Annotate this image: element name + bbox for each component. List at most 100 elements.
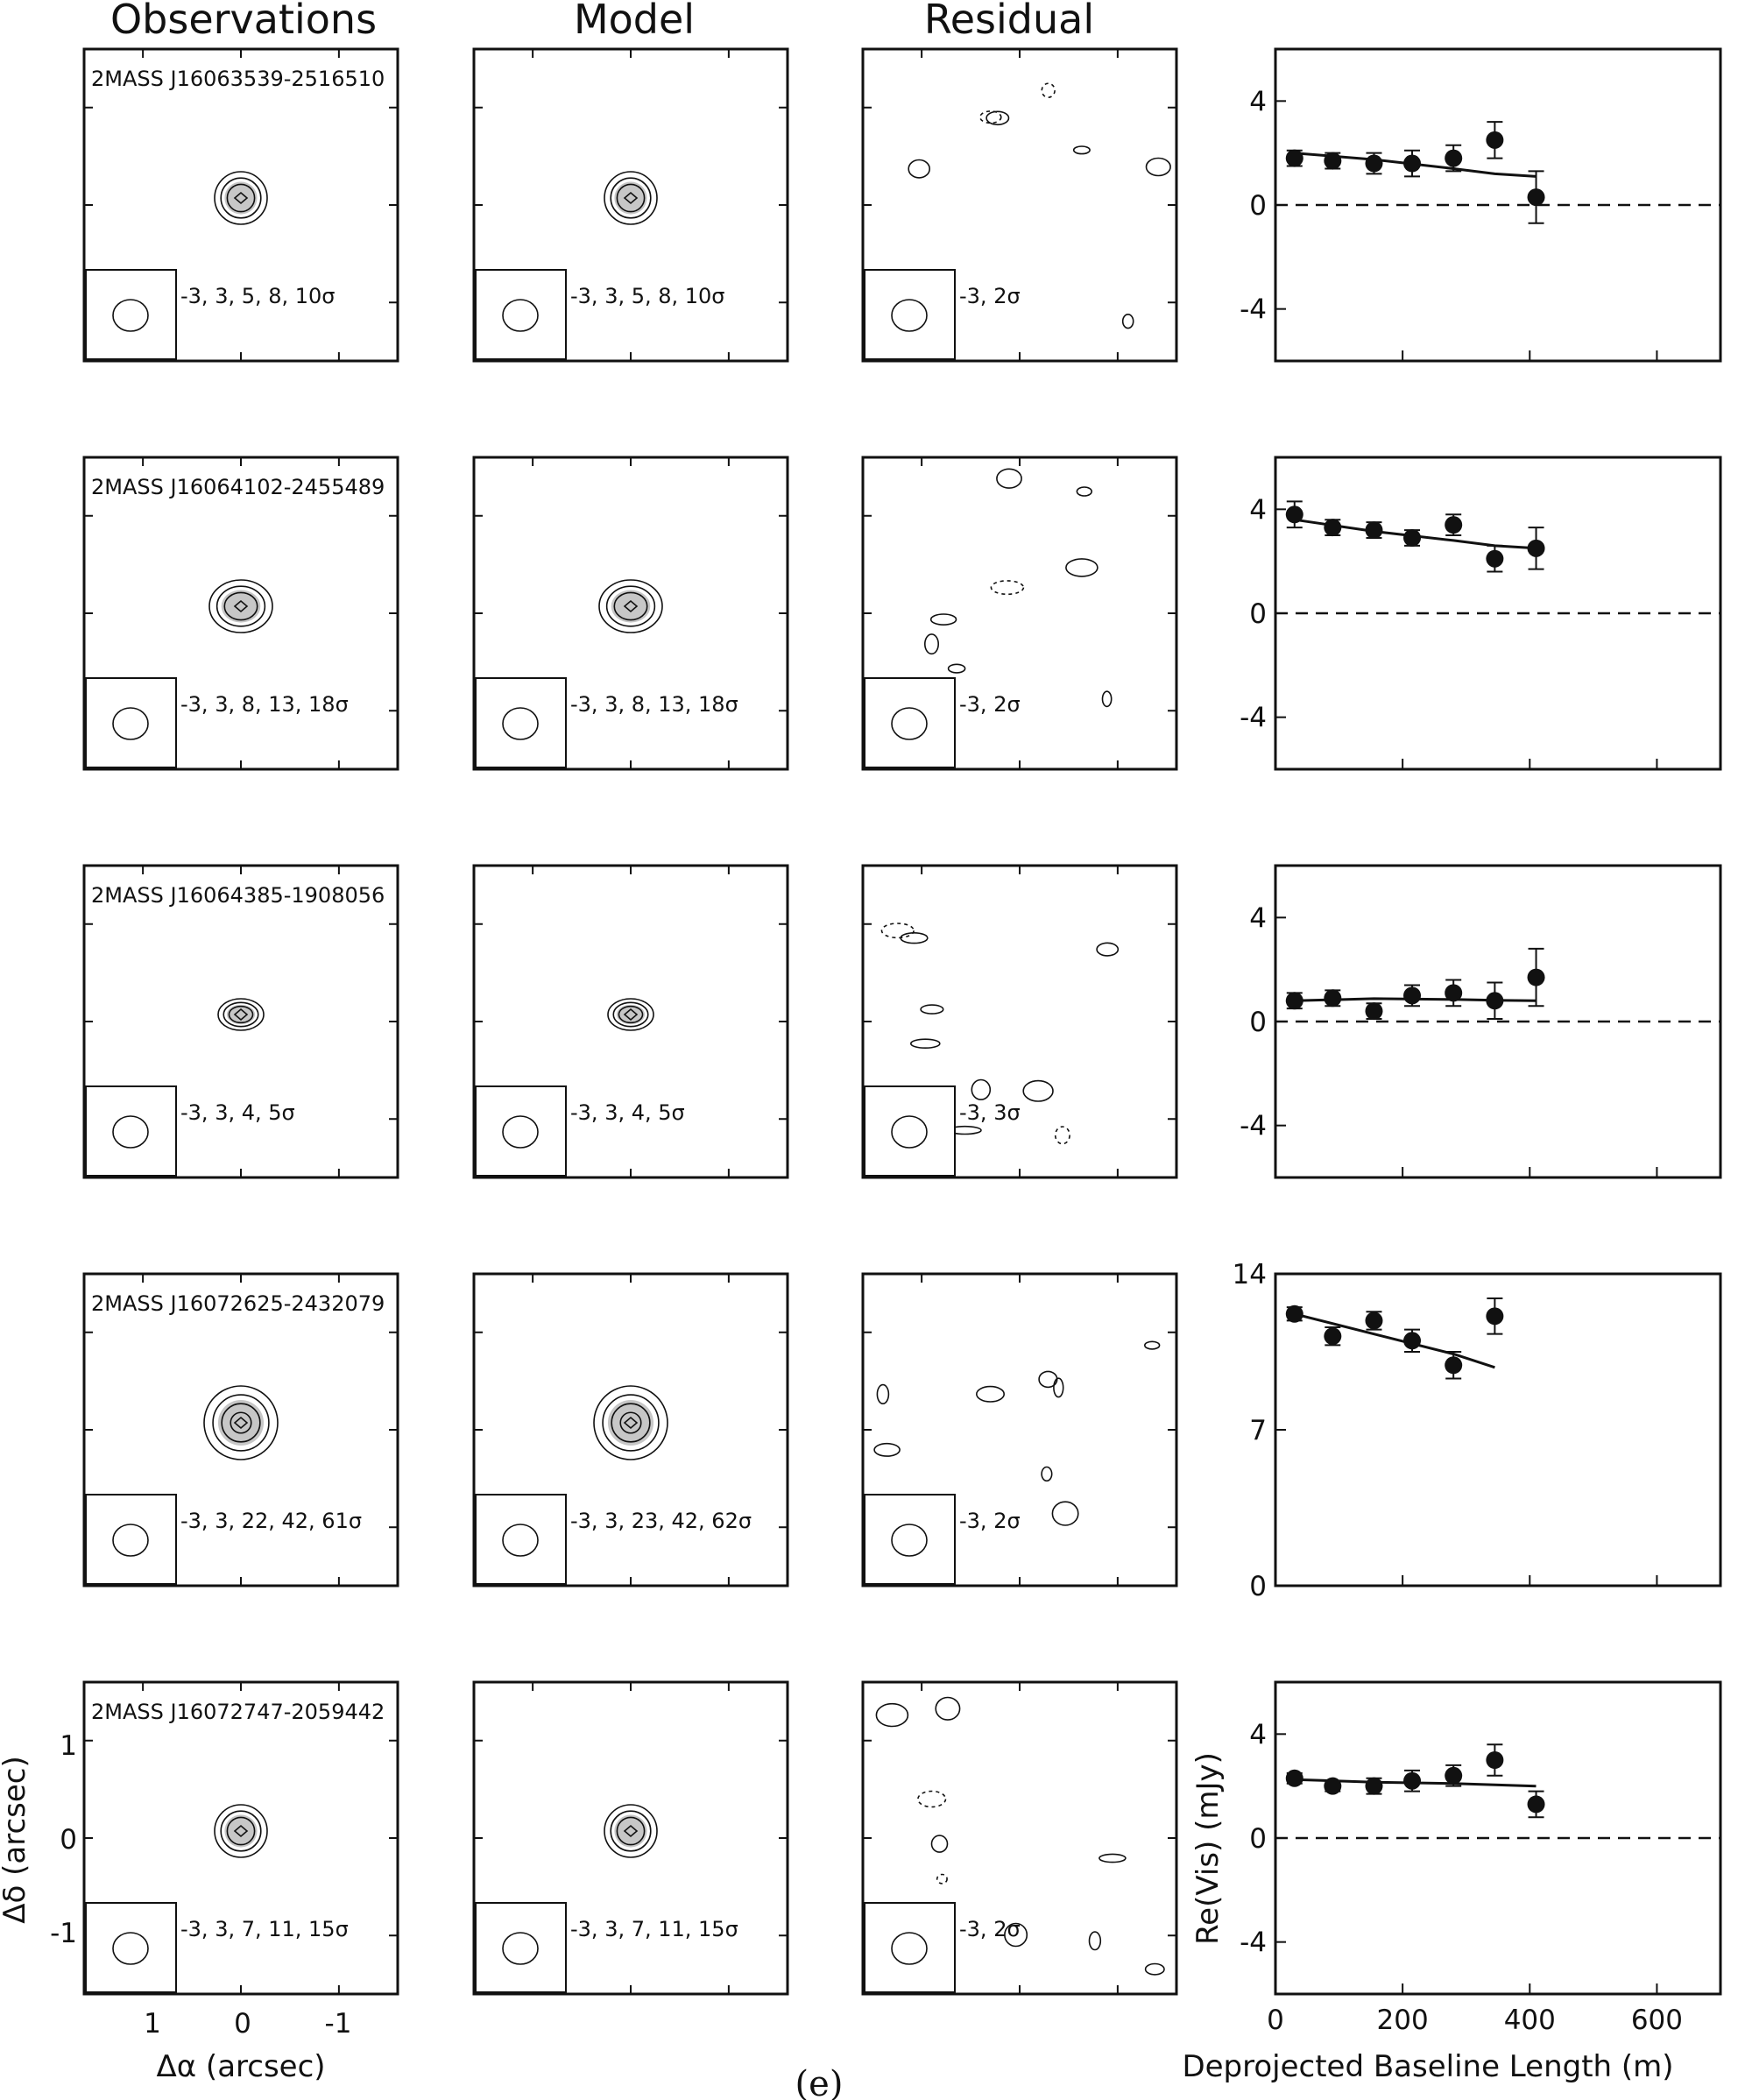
contour	[223, 1001, 259, 1028]
residual-contour	[1051, 1501, 1079, 1526]
residual-contour	[971, 1078, 992, 1100]
visibility-panel: 4 0 -4	[1240, 456, 1722, 771]
data-point	[1527, 1795, 1545, 1814]
negative-contour	[979, 110, 1002, 124]
beam-inset	[475, 1494, 567, 1585]
beam-inset	[864, 1085, 956, 1177]
contour	[607, 998, 654, 1031]
beam-ellipse	[112, 1932, 149, 1965]
beam-inset	[85, 1494, 177, 1585]
residual-contour	[1121, 314, 1134, 329]
visibility-panel: 4 0 -4	[1240, 47, 1722, 363]
model-curve	[1294, 518, 1537, 550]
data-point	[1365, 521, 1383, 540]
emission-fill	[224, 1814, 258, 1848]
model-contour-levels: -3, 3, 8, 13, 18σ	[570, 692, 738, 717]
beam-inset	[85, 1085, 177, 1177]
emission-fill	[616, 1004, 646, 1025]
beam-ellipse	[112, 1115, 149, 1149]
data-point	[1527, 539, 1545, 557]
data-point	[1445, 149, 1463, 167]
contour	[593, 1385, 668, 1460]
residual-contour	[947, 663, 966, 674]
contour	[220, 1810, 262, 1852]
source-name: 2MASS J16064102-2455489	[91, 475, 385, 499]
beam-inset	[85, 1902, 177, 1993]
data-point	[1365, 1777, 1383, 1795]
data-point	[1285, 992, 1303, 1010]
contour	[616, 1816, 646, 1846]
obs-contour-levels: -3, 3, 4, 5σ	[180, 1100, 295, 1125]
model-contour-levels: -3, 3, 5, 8, 10σ	[570, 284, 725, 308]
negative-contour	[990, 580, 1025, 596]
residual-contour	[920, 1004, 944, 1015]
contour	[208, 579, 273, 633]
contour-peak	[233, 1416, 249, 1430]
residual-contour	[996, 468, 1022, 489]
model-contour-levels: -3, 3, 4, 5σ	[570, 1100, 685, 1125]
beam-ellipse	[891, 1932, 928, 1965]
source-row: -3, 3, 22, 42, 61σ 2MASS J16072625-243207…	[82, 1259, 1722, 1602]
emission-fill	[217, 1399, 265, 1446]
y-tick-label: -4	[1240, 1927, 1267, 1959]
beam-ellipse	[502, 1524, 539, 1557]
column-headers: Observations Model Residual	[110, 0, 1094, 43]
x-tick-label: 400	[1504, 2005, 1556, 2036]
model-contour-levels: -3, 3, 7, 11, 15σ	[570, 1917, 738, 1941]
contour	[613, 591, 648, 621]
data-point	[1445, 516, 1463, 534]
residual-contour	[900, 931, 929, 944]
y-tick-label: 0	[1249, 598, 1267, 630]
data-point	[1403, 1332, 1422, 1350]
contour	[610, 177, 652, 219]
obs-contour-levels: -3, 3, 22, 42, 61σ	[180, 1509, 362, 1533]
visibility-axes-labels: Deprojected Baseline Length (m) Re(Vis) …	[1182, 1752, 1673, 2084]
y-tick-label: 0	[1249, 1823, 1267, 1855]
negative-contour	[936, 1873, 948, 1884]
residual-contour	[1041, 1466, 1053, 1482]
beam-ellipse	[112, 707, 149, 740]
y-tick-label: 0	[1249, 1007, 1267, 1038]
y-tick-label: 4	[1249, 494, 1267, 526]
residual-contour	[1053, 1377, 1064, 1398]
resid-contour-levels: -3, 2σ	[959, 284, 1021, 308]
contour	[610, 1810, 652, 1852]
emission-fill	[611, 590, 651, 623]
data-point	[1324, 1777, 1342, 1795]
contour	[598, 579, 663, 633]
baseline-axis-label: Deprojected Baseline Length (m)	[1182, 2049, 1673, 2084]
residual-contour	[910, 1038, 941, 1049]
contour-peak	[623, 1008, 639, 1022]
contour	[221, 1403, 261, 1443]
data-point	[1445, 984, 1463, 1002]
contour-peak	[623, 1416, 639, 1430]
residual-contour	[1004, 1922, 1028, 1948]
obs-image-panel: -3, 3, 5, 8, 10σ 2MASS J16063539-2516510	[82, 47, 399, 363]
beam-ellipse	[502, 1932, 539, 1965]
emission-fill	[224, 181, 258, 215]
x-tick-label: 0	[1267, 2005, 1284, 2036]
data-point	[1403, 154, 1422, 173]
contour	[226, 183, 256, 213]
source-name: 2MASS J16072625-2432079	[91, 1291, 385, 1316]
beam-inset	[85, 677, 177, 768]
x-tick-label: 600	[1631, 2005, 1683, 2036]
contour	[214, 1804, 268, 1858]
residual-contour	[976, 1385, 1006, 1403]
beam-inset	[864, 677, 956, 768]
residual-contour	[873, 1442, 901, 1457]
negative-contour	[880, 923, 915, 939]
resid-image-panel: -3, 2σ	[861, 47, 1178, 363]
obs-image-panel: -3, 3, 4, 5σ 2MASS J16064385-1908056	[82, 864, 399, 1179]
data-point	[1324, 519, 1342, 537]
y-tick-label: -4	[1240, 1111, 1267, 1142]
resid-contour-levels: -3, 2σ	[959, 692, 1021, 717]
data-point	[1365, 1002, 1383, 1021]
beam-ellipse	[891, 707, 928, 740]
data-point	[1324, 1327, 1342, 1346]
dec-tick-0: 0	[60, 1824, 77, 1856]
contour-peak	[623, 191, 639, 205]
residual-contour	[1143, 1340, 1161, 1350]
residual-contour	[876, 1383, 890, 1404]
